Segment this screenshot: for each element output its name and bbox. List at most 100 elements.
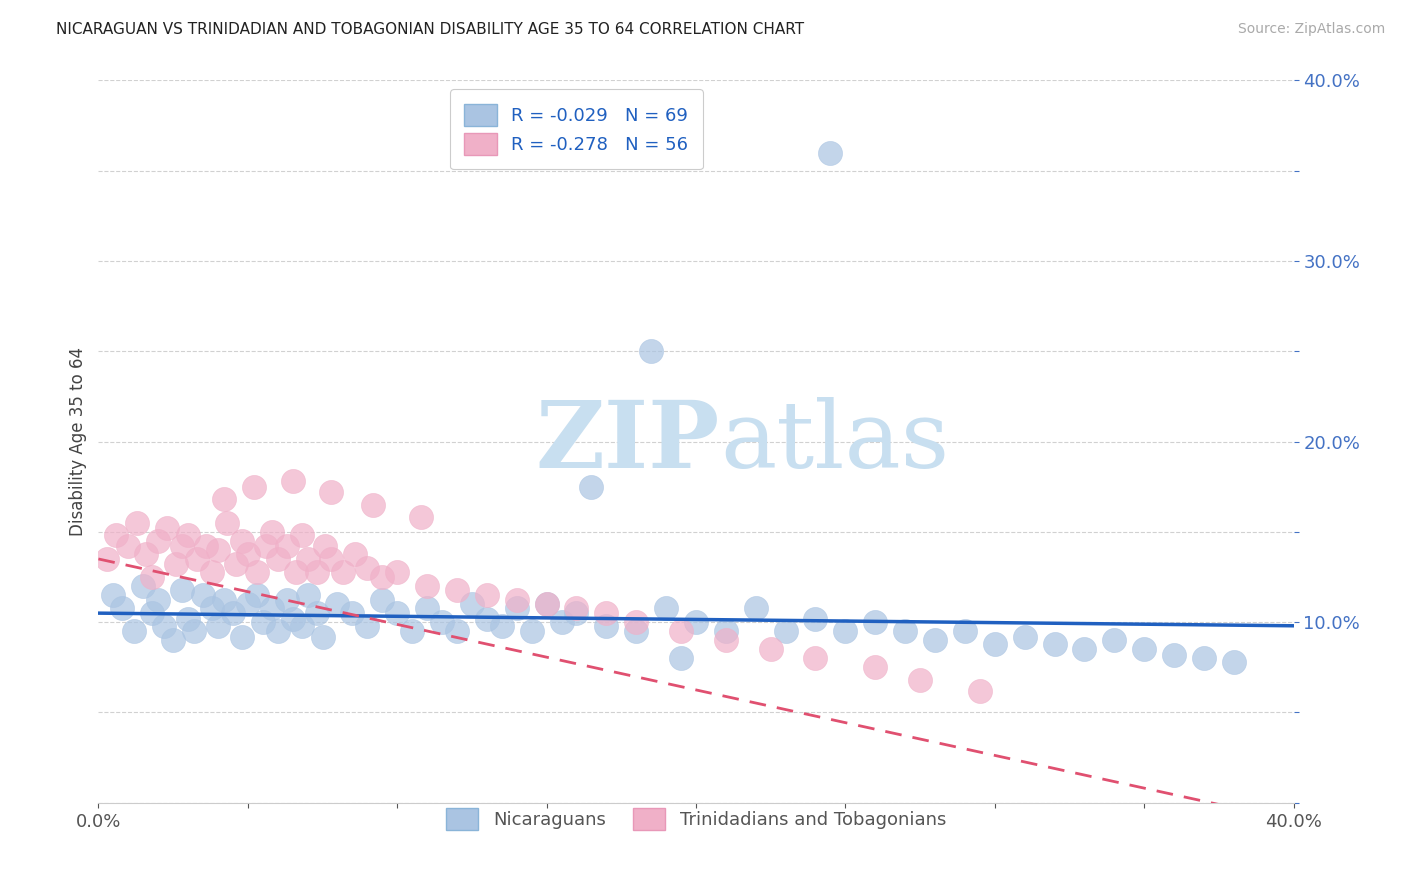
Point bbox=[924, 633, 946, 648]
Point bbox=[371, 570, 394, 584]
Point bbox=[565, 606, 588, 620]
Point bbox=[491, 619, 513, 633]
Point bbox=[342, 606, 364, 620]
Point bbox=[225, 558, 247, 572]
Point bbox=[1223, 655, 1246, 669]
Point bbox=[385, 606, 409, 620]
Point bbox=[595, 619, 617, 633]
Point bbox=[231, 533, 253, 548]
Point bbox=[105, 528, 128, 542]
Point bbox=[186, 552, 208, 566]
Point bbox=[212, 492, 235, 507]
Legend: Nicaraguans, Trinidadians and Tobagonians: Nicaraguans, Trinidadians and Tobagonian… bbox=[432, 793, 960, 845]
Point bbox=[669, 624, 692, 639]
Point bbox=[550, 615, 572, 630]
Point bbox=[565, 600, 588, 615]
Point bbox=[834, 624, 856, 639]
Point bbox=[222, 606, 245, 620]
Point bbox=[321, 485, 343, 500]
Point bbox=[865, 615, 887, 630]
Point bbox=[281, 475, 304, 489]
Point bbox=[141, 606, 163, 620]
Point bbox=[201, 565, 224, 579]
Point bbox=[1163, 648, 1185, 662]
Point bbox=[506, 593, 529, 607]
Point bbox=[356, 619, 378, 633]
Point bbox=[411, 510, 433, 524]
Text: Source: ZipAtlas.com: Source: ZipAtlas.com bbox=[1237, 22, 1385, 37]
Point bbox=[315, 539, 337, 553]
Point bbox=[385, 565, 409, 579]
Point bbox=[984, 637, 1007, 651]
Point bbox=[246, 588, 269, 602]
Point bbox=[1192, 651, 1215, 665]
Point bbox=[207, 619, 229, 633]
Text: ZIP: ZIP bbox=[536, 397, 720, 486]
Point bbox=[326, 597, 349, 611]
Point bbox=[148, 593, 170, 607]
Point bbox=[243, 480, 266, 494]
Y-axis label: Disability Age 35 to 64: Disability Age 35 to 64 bbox=[69, 347, 87, 536]
Point bbox=[127, 516, 149, 530]
Point bbox=[124, 624, 146, 639]
Point bbox=[103, 588, 125, 602]
Point bbox=[195, 539, 218, 553]
Point bbox=[446, 624, 468, 639]
Point bbox=[183, 624, 205, 639]
Point bbox=[363, 498, 385, 512]
Point bbox=[252, 615, 274, 630]
Point bbox=[201, 600, 224, 615]
Point bbox=[254, 539, 277, 553]
Point bbox=[305, 565, 328, 579]
Point bbox=[356, 561, 378, 575]
Point bbox=[865, 660, 887, 674]
Point bbox=[446, 582, 468, 597]
Point bbox=[284, 565, 307, 579]
Point bbox=[685, 615, 707, 630]
Point bbox=[953, 624, 976, 639]
Point bbox=[148, 533, 170, 548]
Point bbox=[804, 651, 827, 665]
Point bbox=[820, 145, 842, 160]
Point bbox=[595, 606, 617, 620]
Point bbox=[714, 633, 737, 648]
Point bbox=[177, 611, 200, 625]
Point bbox=[276, 539, 298, 553]
Point bbox=[267, 624, 290, 639]
Point bbox=[305, 606, 328, 620]
Point bbox=[371, 593, 394, 607]
Point bbox=[162, 633, 184, 648]
Point bbox=[536, 597, 558, 611]
Point bbox=[281, 611, 304, 625]
Point bbox=[640, 344, 662, 359]
Point bbox=[461, 597, 484, 611]
Point bbox=[111, 600, 134, 615]
Point bbox=[520, 624, 543, 639]
Point bbox=[401, 624, 423, 639]
Point bbox=[1073, 642, 1095, 657]
Point bbox=[1133, 642, 1156, 657]
Point bbox=[276, 593, 298, 607]
Point bbox=[231, 630, 253, 644]
Point bbox=[1014, 630, 1036, 644]
Point bbox=[172, 539, 194, 553]
Point bbox=[215, 516, 238, 530]
Point bbox=[172, 582, 194, 597]
Point bbox=[153, 619, 176, 633]
Point bbox=[165, 558, 187, 572]
Point bbox=[291, 619, 314, 633]
Point bbox=[416, 579, 439, 593]
Text: NICARAGUAN VS TRINIDADIAN AND TOBAGONIAN DISABILITY AGE 35 TO 64 CORRELATION CHA: NICARAGUAN VS TRINIDADIAN AND TOBAGONIAN… bbox=[56, 22, 804, 37]
Point bbox=[246, 565, 269, 579]
Point bbox=[236, 597, 259, 611]
Point bbox=[297, 588, 319, 602]
Point bbox=[207, 542, 229, 557]
Point bbox=[804, 611, 827, 625]
Point bbox=[475, 588, 498, 602]
Point bbox=[117, 539, 139, 553]
Point bbox=[321, 552, 343, 566]
Point bbox=[759, 642, 782, 657]
Point bbox=[332, 565, 354, 579]
Point bbox=[536, 597, 558, 611]
Point bbox=[775, 624, 797, 639]
